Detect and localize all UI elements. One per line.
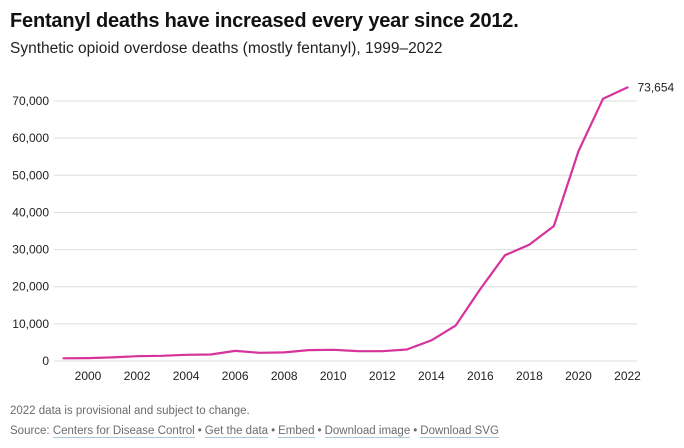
y-tick-label: 70,000 xyxy=(12,94,49,108)
source-prefix: Source: xyxy=(10,425,53,437)
separator: • xyxy=(317,425,322,437)
x-tick-label: 2020 xyxy=(565,369,592,383)
y-tick-label: 50,000 xyxy=(12,168,49,182)
x-axis-ticks: 2000 2002 2004 2006 2008 2010 2012 2014 2016 2018… xyxy=(75,369,641,383)
gridlines xyxy=(54,100,637,362)
series-group xyxy=(62,86,629,360)
source-link-cdc[interactable]: Centers for Disease Control xyxy=(52,425,195,438)
separator: • xyxy=(413,425,418,437)
separator: • xyxy=(197,425,202,437)
x-tick-label: 2012 xyxy=(369,369,396,383)
y-tick-label: 0 xyxy=(42,354,49,368)
embed-link[interactable]: Embed xyxy=(278,425,315,438)
x-tick-label: 2004 xyxy=(173,369,200,383)
x-tick-label: 2008 xyxy=(271,369,298,383)
y-tick-label: 10,000 xyxy=(12,317,49,331)
data-labels: 73,654 xyxy=(638,80,675,94)
end-value-label: 73,654 xyxy=(638,80,675,94)
x-tick-label: 2014 xyxy=(418,369,445,383)
get-data-link[interactable]: Get the data xyxy=(204,425,269,438)
footnote: 2022 data is provisional and subject to … xyxy=(10,405,250,417)
y-tick-label: 20,000 xyxy=(12,280,49,294)
y-tick-label: 30,000 xyxy=(12,243,49,257)
x-tick-label: 2006 xyxy=(222,369,249,383)
x-tick-label: 2022 xyxy=(614,369,641,383)
y-axis-ticks: 0 10,000 20,000 30,000 40,000 50,000 60,000 70,… xyxy=(12,94,49,368)
series-line xyxy=(62,86,629,360)
separator: • xyxy=(271,425,276,437)
x-tick-label: 2016 xyxy=(467,369,494,383)
chart-title: Fentanyl deaths have increased every yea… xyxy=(10,10,519,32)
x-tick-label: 2002 xyxy=(124,369,151,383)
y-tick-label: 60,000 xyxy=(12,131,49,145)
x-tick-label: 2010 xyxy=(320,369,347,383)
y-tick-label: 40,000 xyxy=(12,205,49,219)
x-tick-label: 2000 xyxy=(75,369,102,383)
download-svg-link[interactable]: Download SVG xyxy=(420,425,499,438)
source-line: Source: Centers for Disease Control • Get … xyxy=(10,425,499,438)
chart-subtitle: Synthetic opioid overdose deaths (mostly… xyxy=(10,40,443,57)
x-tick-label: 2018 xyxy=(516,369,543,383)
download-image-link[interactable]: Download image xyxy=(324,425,411,438)
